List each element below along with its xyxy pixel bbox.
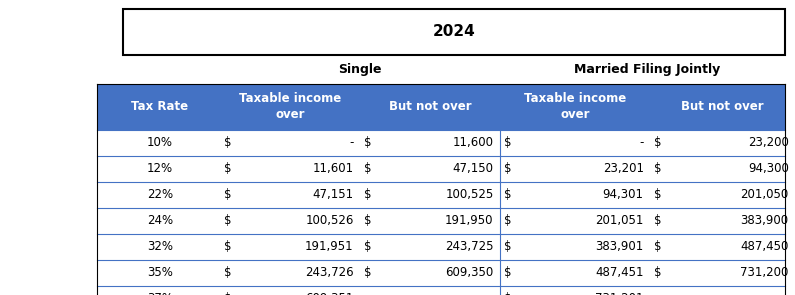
Text: $: $ (224, 266, 231, 279)
Text: 2024: 2024 (433, 24, 475, 39)
Text: 94,300: 94,300 (748, 162, 789, 175)
Text: $: $ (224, 292, 231, 295)
Text: Married Filing Jointly: Married Filing Jointly (574, 63, 720, 76)
Text: $: $ (504, 292, 511, 295)
Text: Tax Rate: Tax Rate (131, 100, 188, 114)
Text: 191,951: 191,951 (305, 240, 354, 253)
Text: 94,301: 94,301 (603, 188, 644, 201)
Text: $: $ (364, 136, 371, 149)
Text: 24%: 24% (147, 214, 173, 227)
Text: 609,350: 609,350 (445, 266, 494, 279)
Text: 47,150: 47,150 (452, 162, 494, 175)
Text: 383,901: 383,901 (595, 240, 644, 253)
Text: $: $ (224, 240, 231, 253)
Text: $: $ (654, 162, 661, 175)
Text: $: $ (364, 240, 371, 253)
Text: $: $ (654, 266, 661, 279)
Text: 731,200: 731,200 (740, 266, 789, 279)
Text: 487,451: 487,451 (595, 266, 644, 279)
Text: $: $ (504, 240, 511, 253)
Text: 383,900: 383,900 (740, 214, 789, 227)
Text: 191,950: 191,950 (445, 214, 494, 227)
Text: 11,600: 11,600 (452, 136, 494, 149)
Text: 243,725: 243,725 (445, 240, 494, 253)
Text: $: $ (364, 266, 371, 279)
Text: 243,726: 243,726 (305, 266, 354, 279)
Text: 12%: 12% (147, 162, 173, 175)
Text: Single: Single (338, 63, 382, 76)
Text: $: $ (654, 240, 661, 253)
Bar (123, 9, 785, 55)
Text: 201,050: 201,050 (740, 188, 789, 201)
Text: 22%: 22% (147, 188, 173, 201)
Text: 32%: 32% (147, 240, 173, 253)
Text: $: $ (224, 136, 231, 149)
Text: 37%: 37% (147, 292, 173, 295)
Text: 23,201: 23,201 (603, 162, 644, 175)
Text: 731,201: 731,201 (595, 292, 644, 295)
Text: But not over: But not over (389, 100, 471, 114)
Text: 100,526: 100,526 (305, 214, 354, 227)
Text: 487,450: 487,450 (740, 240, 789, 253)
Text: 201,051: 201,051 (595, 214, 644, 227)
Text: $: $ (224, 162, 231, 175)
Text: $: $ (504, 266, 511, 279)
Text: $: $ (364, 162, 371, 175)
Text: But not over: But not over (681, 100, 764, 114)
Text: $: $ (504, 214, 511, 227)
Text: 35%: 35% (147, 266, 173, 279)
Text: -: - (639, 136, 644, 149)
Text: $: $ (654, 136, 661, 149)
Text: $: $ (654, 188, 661, 201)
Text: Taxable income
over: Taxable income over (238, 92, 341, 122)
Text: $: $ (504, 136, 511, 149)
Text: $: $ (364, 188, 371, 201)
Text: 11,601: 11,601 (312, 162, 354, 175)
Text: -: - (349, 136, 354, 149)
Text: $: $ (504, 188, 511, 201)
Text: Taxable income
over: Taxable income over (524, 92, 626, 122)
Text: $: $ (654, 214, 661, 227)
Bar (97, 84, 785, 130)
Text: 100,525: 100,525 (445, 188, 494, 201)
Text: 609,351: 609,351 (305, 292, 354, 295)
Text: $: $ (224, 214, 231, 227)
Text: $: $ (364, 214, 371, 227)
Text: $: $ (504, 162, 511, 175)
Text: 10%: 10% (147, 136, 173, 149)
Text: 23,200: 23,200 (748, 136, 789, 149)
Text: 47,151: 47,151 (312, 188, 354, 201)
Text: $: $ (224, 188, 231, 201)
